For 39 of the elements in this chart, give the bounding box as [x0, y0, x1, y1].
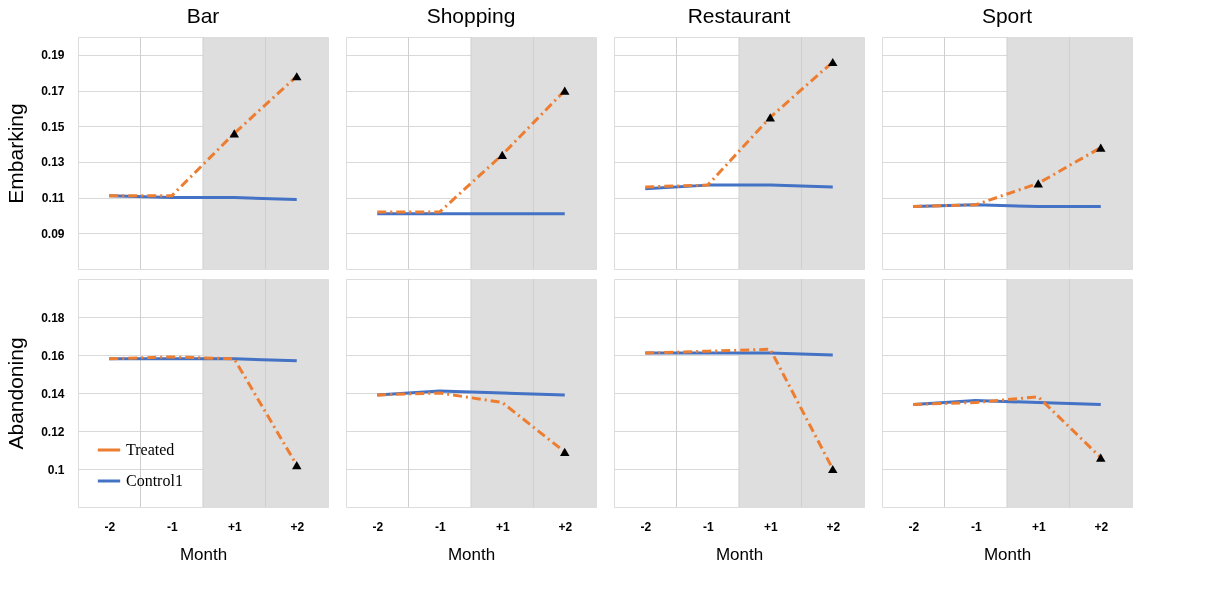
- y-axis-title: Embarking: [4, 103, 28, 204]
- y-axis-title: Abandoning: [4, 337, 28, 450]
- y-tick-label: 0.18: [41, 310, 65, 325]
- x-tick-label: -2: [908, 519, 920, 534]
- chart-title: Sport: [981, 3, 1033, 27]
- y-tick-label: 0.19: [41, 48, 65, 63]
- y-tick-label: 0.12: [41, 424, 65, 439]
- y-tick-label: 0.1: [47, 462, 65, 477]
- chart-title: Shopping: [426, 3, 516, 27]
- x-tick-label: +2: [1094, 519, 1109, 534]
- x-tick-label: +2: [558, 519, 573, 534]
- x-axis-title: Month: [715, 544, 764, 564]
- x-axis-title: Month: [447, 544, 496, 564]
- x-tick-label: +1: [227, 519, 242, 534]
- x-tick-label: +1: [1031, 519, 1046, 534]
- x-tick-label: +2: [290, 519, 305, 534]
- x-tick-label: -1: [970, 519, 982, 534]
- chart-title: Bar: [186, 3, 220, 27]
- y-tick-label: 0.13: [41, 155, 65, 170]
- legend-label: Treated: [126, 441, 175, 458]
- x-tick-label: -1: [434, 519, 446, 534]
- x-tick-label: -1: [702, 519, 714, 534]
- y-tick-label: 0.17: [41, 84, 65, 99]
- y-tick-label: 0.16: [41, 348, 65, 363]
- x-tick-label: +1: [763, 519, 778, 534]
- x-tick-label: -2: [372, 519, 384, 534]
- legend-label: Control1: [126, 472, 183, 489]
- x-tick-label: -2: [640, 519, 652, 534]
- chart-title: Restaurant: [687, 3, 791, 27]
- y-tick-label: 0.14: [41, 386, 65, 401]
- x-tick-label: +2: [826, 519, 841, 534]
- y-tick-label: 0.15: [41, 119, 65, 134]
- y-tick-label: 0.11: [41, 191, 65, 206]
- y-tick-label: 0.09: [41, 226, 65, 241]
- x-tick-label: -1: [166, 519, 178, 534]
- x-axis-title: Month: [983, 544, 1032, 564]
- x-axis-title: Month: [179, 544, 228, 564]
- x-tick-label: -2: [104, 519, 116, 534]
- x-tick-label: +1: [495, 519, 510, 534]
